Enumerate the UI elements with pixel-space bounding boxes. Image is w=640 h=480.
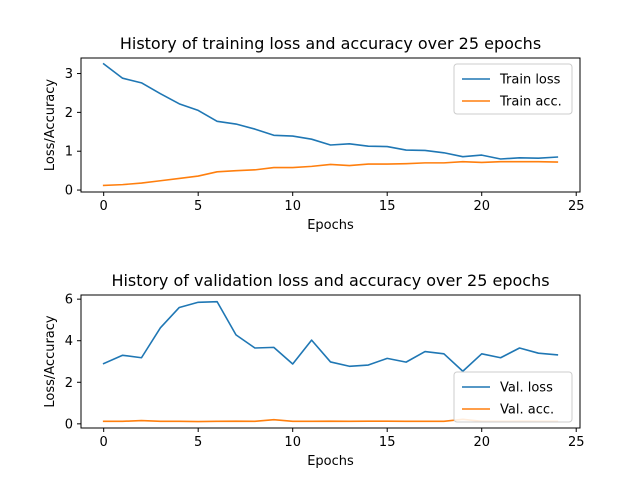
- x-axis-label: Epochs: [307, 218, 354, 233]
- y-tick-label: 2: [65, 376, 73, 391]
- x-tick-label: 5: [194, 199, 202, 214]
- series-line-train-acc: [102, 160, 559, 187]
- x-tick-label: 25: [568, 199, 585, 214]
- y-tick-label: 0: [65, 184, 73, 199]
- legend: Train loss Train acc.: [453, 63, 573, 115]
- x-tick-label: 10: [284, 435, 301, 450]
- x-tick-label: 10: [284, 199, 301, 214]
- x-axis-label: Epochs: [307, 454, 354, 469]
- axes-frame: [80, 294, 581, 429]
- legend-label: Train loss: [499, 73, 561, 88]
- y-tick-label: 3: [65, 67, 73, 82]
- y-tick-label: 0: [65, 417, 73, 432]
- y-tick-label: 2: [65, 106, 73, 121]
- series-line-val-loss: [102, 300, 559, 373]
- y-tick-label: 4: [65, 334, 73, 349]
- y-tick-label: 6: [65, 293, 73, 308]
- x-tick-label: 5: [194, 435, 202, 450]
- chart-title: History of training loss and accuracy ov…: [120, 34, 541, 53]
- x-tick-label: 20: [473, 199, 490, 214]
- y-tick-label: 1: [65, 145, 73, 160]
- legend: Val. loss Val. acc.: [453, 371, 573, 423]
- axes-frame: [80, 57, 581, 193]
- legend-label: Val. loss: [500, 381, 553, 396]
- x-tick-label: 15: [379, 435, 396, 450]
- y-axis-label: Loss/Accuracy: [43, 315, 58, 408]
- x-tick-label: 15: [379, 199, 396, 214]
- series-line-train-loss: [102, 62, 559, 160]
- subplot-2: 0 5 10 15 20 25 0 2 4 6 History of validation loss…: [43, 271, 584, 469]
- x-tick-label: 0: [100, 435, 108, 450]
- subplot-1: 0 5 10 15 20 25 0 1 2 3 History of training loss a…: [43, 34, 584, 233]
- y-axis-label: Loss/Accuracy: [43, 79, 58, 172]
- chart-title: History of validation loss and accuracy …: [111, 271, 549, 290]
- x-tick-label: 20: [473, 435, 490, 450]
- x-tick-label: 0: [100, 199, 108, 214]
- x-tick-label: 25: [568, 435, 585, 450]
- legend-label: Val. acc.: [500, 403, 554, 418]
- legend-label: Train acc.: [499, 95, 562, 110]
